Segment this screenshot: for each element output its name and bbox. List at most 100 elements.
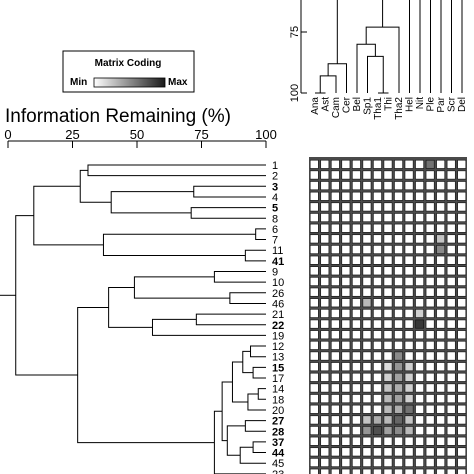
heatmap-cell: [383, 277, 393, 286]
heatmap-cell: [330, 415, 340, 425]
heatmap-cell: [373, 181, 382, 191]
heatmap-cell: [320, 351, 330, 361]
heatmap-cell: [341, 298, 351, 308]
heatmap-cell: [394, 447, 403, 457]
heatmap-cell: [436, 426, 446, 436]
heatmap-cell: [446, 255, 456, 265]
heatmap-cell: [309, 213, 319, 222]
row-dendrogram-branch: [244, 249, 266, 262]
heatmap-cell: [373, 426, 382, 436]
heatmap-cell: [457, 159, 467, 169]
heatmap-cell: [415, 223, 424, 233]
heatmap-cell: [415, 340, 424, 350]
heatmap-cell: [436, 213, 446, 222]
column-label: Cam: [331, 97, 342, 118]
heatmap-cell: [415, 468, 424, 474]
heatmap-cell: [415, 308, 424, 318]
heatmap-cell: [309, 181, 319, 191]
heatmap-cell: [404, 202, 414, 212]
heatmap-cell: [383, 415, 393, 425]
heatmap-cell: [425, 234, 435, 244]
heatmap-cell: [383, 436, 393, 446]
heatmap-cell: [457, 351, 467, 361]
row-leaf-label: 26: [272, 288, 284, 300]
heatmap-cell: [362, 372, 372, 382]
heatmap-cell: [446, 181, 456, 191]
heatmap-cell: [415, 213, 424, 222]
heatmap-cell: [404, 447, 414, 457]
heatmap-cell: [383, 287, 393, 297]
heatmap-cell: [446, 447, 456, 457]
heatmap-cell: [457, 266, 467, 276]
row-leaf-label: 46: [272, 298, 284, 310]
heatmap-cell: [320, 298, 330, 308]
heatmap-cell: [436, 298, 446, 308]
heatmap-cell: [330, 394, 340, 404]
heatmap-cell: [330, 426, 340, 436]
row-leaf-label: 4: [272, 192, 278, 204]
heatmap-cell: [394, 372, 403, 382]
heatmap-cell: [394, 245, 403, 254]
heatmap-cell: [425, 277, 435, 286]
legend-title: Matrix Coding: [95, 58, 162, 69]
heatmap-cell: [394, 404, 403, 414]
heatmap-cell: [309, 426, 319, 436]
heatmap-cell: [394, 394, 403, 404]
row-dendrogram-branch: [151, 318, 266, 336]
heatmap-cell: [362, 213, 372, 222]
heatmap-cell: [373, 287, 382, 297]
heatmap-cell: [394, 340, 403, 350]
heatmap-cell: [404, 277, 414, 286]
heatmap-cell: [373, 372, 382, 382]
heatmap-cell: [457, 362, 467, 372]
heatmap-cell: [309, 234, 319, 244]
heatmap-cell: [394, 234, 403, 244]
column-label: Nit: [415, 97, 426, 109]
row-dendrogram-branch: [242, 350, 254, 374]
heatmap-cell: [446, 298, 456, 308]
heatmap-cell: [415, 202, 424, 212]
row-dendrogram-branch: [102, 233, 256, 257]
heatmap-cell: [330, 234, 340, 244]
heatmap-cell: [320, 266, 330, 276]
row-leaf-label: 10: [272, 277, 284, 289]
row-dendrogram-branch: [250, 345, 266, 358]
heatmap-cell: [362, 415, 372, 425]
row-leaf-label: 8: [272, 213, 278, 225]
heatmap-cell: [394, 223, 403, 233]
heatmap-cell: [425, 255, 435, 265]
heatmap-cell: [383, 330, 393, 340]
heatmap-cell: [320, 308, 330, 318]
heatmap-cell: [404, 372, 414, 382]
heatmap-cell: [425, 458, 435, 467]
heatmap-cell: [436, 362, 446, 372]
column-label: Del: [457, 97, 468, 112]
heatmap-cell: [352, 447, 361, 457]
heatmap-cell: [383, 426, 393, 436]
heatmap-cell: [341, 191, 351, 201]
heatmap-cell: [415, 447, 424, 457]
heatmap-cell: [436, 458, 446, 467]
column-dendrogram: [315, 0, 463, 94]
heatmap-cell: [309, 245, 319, 254]
heatmap-cell: [362, 159, 372, 169]
heatmap-cell: [352, 436, 361, 446]
heatmap-cell: [446, 372, 456, 382]
heatmap-cell: [352, 351, 361, 361]
heatmap-cell: [362, 458, 372, 467]
heatmap-cell: [415, 436, 424, 446]
heatmap-cell: [404, 340, 414, 350]
heatmap-cell: [352, 468, 361, 474]
row-dendrogram-branch: [33, 185, 104, 246]
heatmap-cell: [394, 426, 403, 436]
heatmap-cell: [404, 170, 414, 180]
heatmap-cell: [330, 245, 340, 254]
heatmap-cell: [415, 426, 424, 436]
heatmap-cell: [404, 330, 414, 340]
heatmap-cell: [425, 426, 435, 436]
heatmap-cell: [446, 287, 456, 297]
heatmap-cell: [404, 266, 414, 276]
heatmap-cell: [373, 255, 382, 265]
heatmap-cell: [404, 245, 414, 254]
heatmap-cell: [309, 191, 319, 201]
